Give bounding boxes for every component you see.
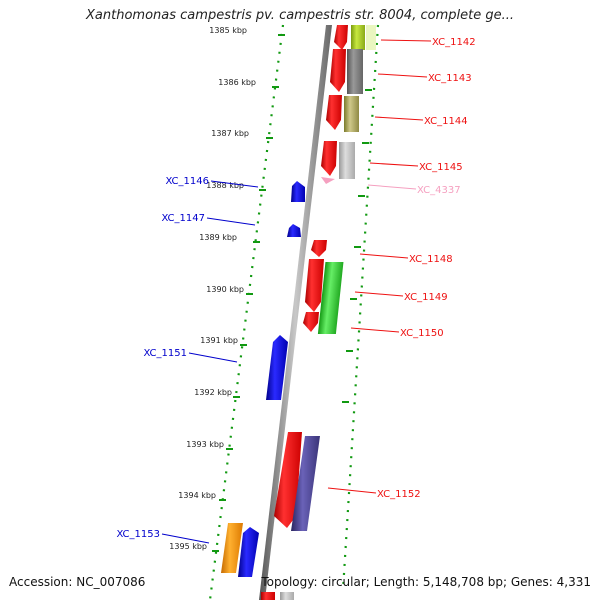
leader-line xyxy=(327,487,377,494)
leader-line xyxy=(354,291,404,297)
leader-line xyxy=(188,352,238,363)
kbp-label: 1385 kbp xyxy=(209,26,247,35)
accession-text: Accession: NC_007086 xyxy=(9,575,146,589)
gene-xc1153-orange xyxy=(221,523,243,573)
gene-labels: XC_1142 XC_1143 XC_1144 XC_1145 XC_4337 XC_11… xyxy=(116,37,476,544)
kbp-label: 1390 kbp xyxy=(206,285,244,294)
gene-xc1149-neighbor xyxy=(317,262,344,334)
partial-gene-red xyxy=(261,592,275,600)
gene-xc4337-shape[interactable] xyxy=(321,177,335,184)
leader-line xyxy=(359,253,409,259)
leader-line xyxy=(210,180,259,188)
gene-xc1147-shape[interactable] xyxy=(287,224,301,237)
gene-xc1146-shape[interactable] xyxy=(291,181,305,202)
genome-summary: Topology: circular; Length: 5,148,708 bp… xyxy=(261,575,591,589)
plus-strand-genes xyxy=(261,25,376,600)
gene-xc1151-shape[interactable] xyxy=(266,335,288,400)
gene-label-xc1148[interactable]: XC_1148 xyxy=(409,254,453,265)
minus-strand-genes xyxy=(221,181,305,577)
gene-label-xc1145[interactable]: XC_1145 xyxy=(419,162,463,173)
gene-xc1145-shape[interactable] xyxy=(321,141,337,176)
gene-xc1145-neighbor xyxy=(339,142,355,179)
gene-xc1143-shape[interactable] xyxy=(330,49,346,92)
leader-line xyxy=(380,39,432,42)
gene-xc1149-shape[interactable] xyxy=(305,259,324,312)
gene-label-xc1150[interactable]: XC_1150 xyxy=(400,328,444,339)
map-title: Xanthomonas campestris pv. campestris st… xyxy=(86,8,514,23)
leader-line xyxy=(206,217,256,226)
leader-line xyxy=(161,533,210,544)
leader-line xyxy=(374,116,424,121)
leader-line xyxy=(377,73,428,78)
gene-label-xc1143[interactable]: XC_1143 xyxy=(428,73,472,84)
leader-line xyxy=(369,162,419,167)
gene-xc1142-shape[interactable] xyxy=(334,25,348,50)
gene-xc1150-shape[interactable] xyxy=(303,312,319,332)
gene-xc1142-neighbor-a xyxy=(351,25,365,50)
gene-label-xc4337[interactable]: XC_4337 xyxy=(417,185,461,196)
leader-line xyxy=(350,327,400,333)
gene-xc1142-neighbor-b xyxy=(366,25,376,50)
kbp-label: 1389 kbp xyxy=(199,233,237,242)
gene-label-xc1146[interactable]: XC_1146 xyxy=(165,176,209,187)
kbp-scale: 1385 kbp 1386 kbp 1387 kbp 1388 kbp 1389 kbp… xyxy=(169,26,375,552)
gene-xc1144-shape[interactable] xyxy=(326,95,342,130)
gene-label-xc1149[interactable]: XC_1149 xyxy=(404,292,448,303)
gene-xc1143-neighbor xyxy=(347,49,363,94)
kbp-label: 1391 kbp xyxy=(200,336,238,345)
kbp-label: 1388 kbp xyxy=(206,181,244,190)
kbp-label: 1386 kbp xyxy=(218,78,256,87)
gene-label-xc1144[interactable]: XC_1144 xyxy=(424,116,468,127)
left-ruler-track xyxy=(208,24,285,600)
gene-label-xc1152[interactable]: XC_1152 xyxy=(377,489,421,500)
partial-gene-gray xyxy=(280,592,294,600)
leader-line xyxy=(367,184,417,190)
gene-label-xc1142[interactable]: XC_1142 xyxy=(432,37,476,48)
gene-xc1153-shape[interactable] xyxy=(238,527,259,577)
gene-label-xc1151[interactable]: XC_1151 xyxy=(143,348,187,359)
gene-xc1152-neighbor xyxy=(291,436,320,531)
kbp-label: 1387 kbp xyxy=(211,129,249,138)
kbp-label: 1393 kbp xyxy=(186,440,224,449)
gene-label-xc1147[interactable]: XC_1147 xyxy=(161,213,205,224)
gene-xc1148-shape[interactable] xyxy=(311,240,327,257)
chromosome-backbone xyxy=(259,25,332,600)
kbp-label: 1394 kbp xyxy=(178,491,216,500)
kbp-label: 1395 kbp xyxy=(169,542,207,551)
gene-label-xc1153[interactable]: XC_1153 xyxy=(116,529,160,540)
gene-xc1144-neighbor xyxy=(344,96,359,132)
kbp-label: 1392 kbp xyxy=(194,388,232,397)
